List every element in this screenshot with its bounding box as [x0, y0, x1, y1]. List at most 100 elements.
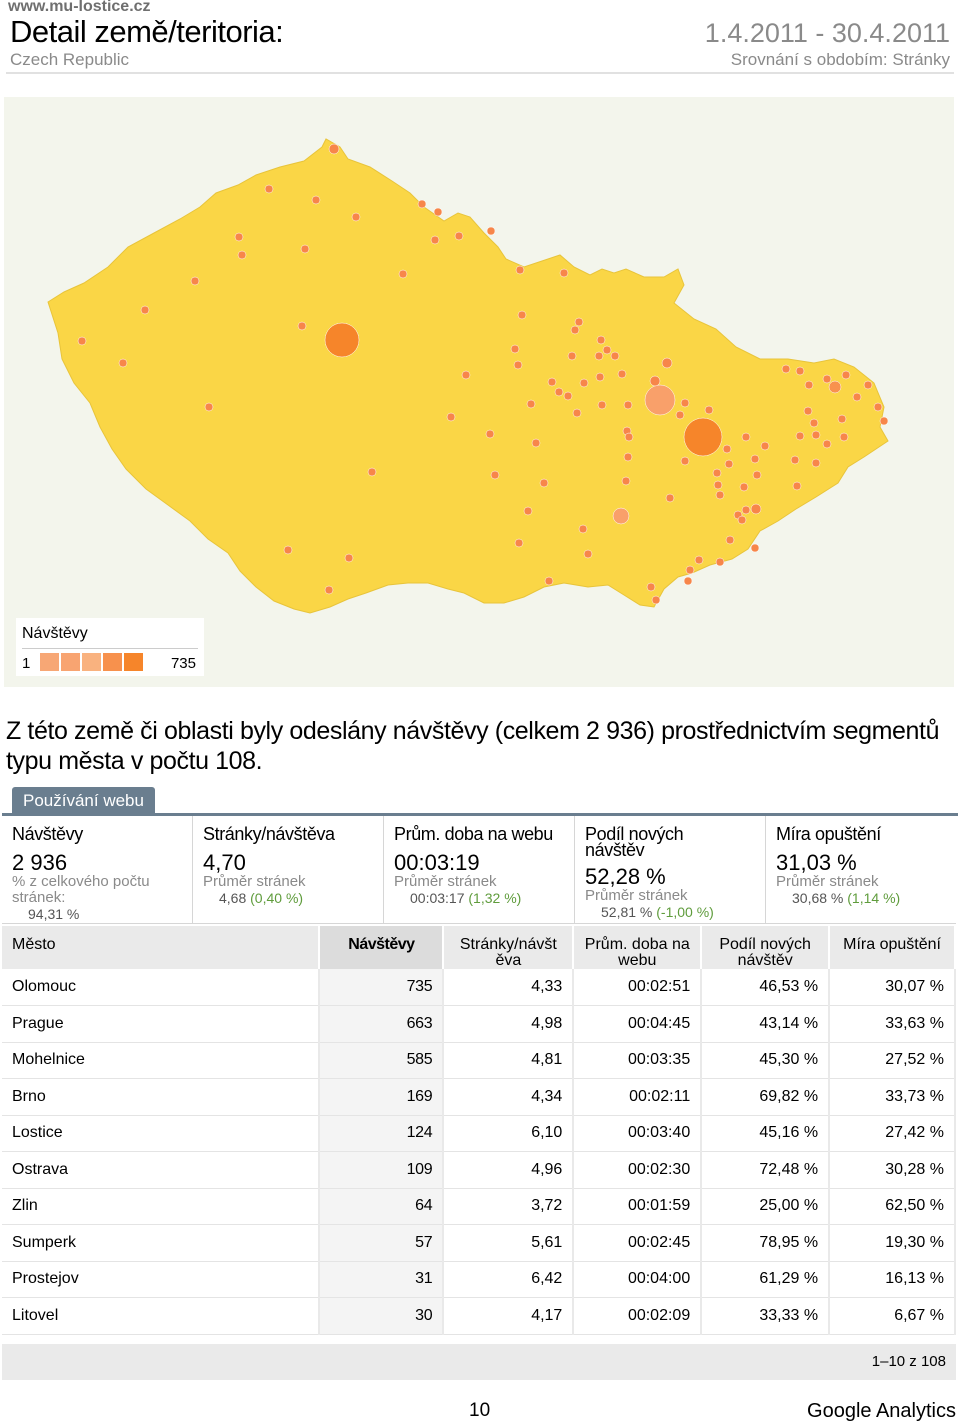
city-dot[interactable]: [570, 325, 580, 335]
table-row[interactable]: Litovel 30 4,17 00:02:09 33,33 % 6,67 %: [2, 1297, 956, 1335]
city-dot[interactable]: [760, 441, 770, 451]
city-dot[interactable]: [367, 467, 377, 477]
cell-city[interactable]: Litovel: [2, 1297, 321, 1335]
city-dot[interactable]: [77, 336, 87, 346]
city-dot[interactable]: [623, 452, 633, 462]
city-dot[interactable]: [680, 398, 690, 408]
col-header-avg-time[interactable]: Prům. doba na webu: [573, 926, 703, 969]
city-dot[interactable]: [559, 268, 569, 278]
city-dot[interactable]: [610, 351, 620, 361]
city-dot[interactable]: [563, 391, 573, 401]
city-dot[interactable]: [752, 470, 762, 480]
city-dot[interactable]: [694, 555, 704, 565]
table-row[interactable]: Lostice 124 6,10 00:03:40 45,16 % 27,42 %: [2, 1115, 956, 1152]
city-dot[interactable]: [795, 431, 805, 441]
city-dot[interactable]: [809, 418, 819, 428]
city-dot[interactable]: [594, 351, 604, 361]
city-dot[interactable]: [461, 370, 471, 380]
city-dot[interactable]: [597, 400, 607, 410]
city-dot[interactable]: [790, 455, 800, 465]
city-dot[interactable]: [715, 490, 725, 500]
city-dot[interactable]: [446, 412, 456, 422]
city-dot[interactable]: [621, 476, 631, 486]
city-dot[interactable]: [837, 414, 847, 424]
city-dot[interactable]: [544, 576, 554, 586]
table-row[interactable]: Sumperk 57 5,61 00:02:45 78,95 % 19,30 %: [2, 1224, 956, 1262]
city-dot[interactable]: [879, 416, 889, 426]
cell-city[interactable]: Ostrava: [2, 1151, 321, 1189]
cell-city[interactable]: Brno: [2, 1078, 321, 1116]
city-dot[interactable]: [665, 493, 675, 503]
country-map[interactable]: Návštěvy 1 735: [4, 97, 954, 687]
city-dot[interactable]: [517, 310, 527, 320]
city-dot[interactable]: [811, 430, 821, 440]
city-dot[interactable]: [750, 454, 760, 464]
city-dot[interactable]: [795, 366, 805, 376]
col-header-new-visits[interactable]: Podíl nových návštěv: [701, 926, 831, 969]
city-dot[interactable]: [514, 538, 524, 548]
city-dot[interactable]: [781, 364, 791, 374]
city-dot[interactable]: [683, 576, 693, 586]
city-dot[interactable]: [737, 515, 747, 525]
city-dot[interactable]: [741, 432, 751, 442]
city-dot[interactable]: [596, 335, 606, 345]
city-dot[interactable]: [454, 231, 464, 241]
city-dot[interactable]: [722, 444, 732, 454]
city-dot[interactable]: [646, 582, 656, 592]
cell-city[interactable]: Sumperk: [2, 1224, 321, 1262]
table-row[interactable]: Mohelnice 585 4,81 00:03:35 45,30 % 27,52 %: [2, 1042, 956, 1079]
city-dot[interactable]: [311, 195, 321, 205]
city-dot[interactable]: [237, 250, 247, 260]
col-header-bounce-rate[interactable]: Míra opuštění: [829, 926, 956, 969]
city-dot[interactable]: [624, 432, 634, 442]
table-row[interactable]: Prague 663 4,98 00:04:45 43,14 % 33,63 %: [2, 1005, 956, 1043]
city-dot[interactable]: [839, 432, 849, 442]
city-dot[interactable]: [515, 265, 525, 275]
col-header-pages-per-visit[interactable]: Stránky/návšt ěva: [443, 926, 575, 969]
city-dot[interactable]: [579, 378, 589, 388]
city-dot-brno[interactable]: [612, 507, 630, 525]
city-dot[interactable]: [351, 212, 361, 222]
city-dot[interactable]: [513, 360, 523, 370]
city-dot[interactable]: [398, 269, 408, 279]
city-dot[interactable]: [715, 557, 725, 567]
city-dot[interactable]: [595, 372, 605, 382]
city-dot[interactable]: [204, 402, 214, 412]
city-dot[interactable]: [713, 480, 723, 490]
city-dot[interactable]: [417, 199, 427, 209]
tab-site-usage[interactable]: Používání webu: [12, 787, 155, 814]
city-dot[interactable]: [531, 438, 541, 448]
city-dot[interactable]: [430, 235, 440, 245]
city-dot[interactable]: [324, 585, 334, 595]
city-dot[interactable]: [264, 184, 274, 194]
city-dot[interactable]: [583, 549, 593, 559]
city-dot[interactable]: [539, 478, 549, 488]
cell-city[interactable]: Zlin: [2, 1188, 321, 1225]
city-dot[interactable]: [433, 207, 443, 217]
city-dot-ostrava[interactable]: [828, 380, 842, 394]
table-row[interactable]: Olomouc 735 4,33 00:02:51 46,53 % 30,07 %: [2, 969, 956, 1006]
table-row[interactable]: Zlin 64 3,72 00:01:59 25,00 % 62,50 %: [2, 1188, 956, 1225]
city-dot[interactable]: [617, 369, 627, 379]
city-dot[interactable]: [118, 358, 128, 368]
city-dot[interactable]: [739, 482, 749, 492]
col-header-visits[interactable]: Návštěvy: [319, 926, 445, 969]
city-dot[interactable]: [649, 375, 661, 387]
cell-city[interactable]: Prostejov: [2, 1261, 321, 1298]
city-dot[interactable]: [190, 276, 200, 286]
col-header-city[interactable]: Město: [2, 926, 321, 969]
city-dot[interactable]: [685, 565, 695, 575]
city-dot[interactable]: [297, 321, 307, 331]
city-dot[interactable]: [803, 406, 813, 416]
cell-city[interactable]: Olomouc: [2, 969, 321, 1006]
table-row[interactable]: Ostrava 109 4,96 00:02:30 72,48 % 30,28 %: [2, 1151, 956, 1189]
cell-city[interactable]: Lostice: [2, 1115, 321, 1152]
table-row[interactable]: Prostejov 31 6,42 00:04:00 61,29 % 16,13 %: [2, 1261, 956, 1298]
city-dot[interactable]: [725, 535, 735, 545]
city-dot[interactable]: [578, 524, 588, 534]
city-dot-olomouc[interactable]: [683, 417, 723, 457]
city-dot[interactable]: [554, 387, 564, 397]
city-dot[interactable]: [822, 439, 832, 449]
city-dot[interactable]: [328, 143, 340, 155]
city-dot[interactable]: [523, 506, 533, 516]
